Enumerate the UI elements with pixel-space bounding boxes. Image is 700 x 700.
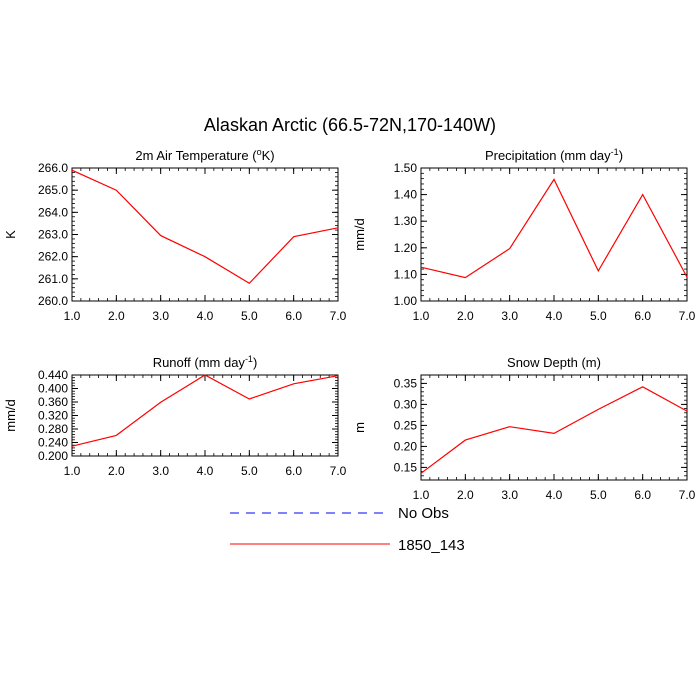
panel-title: Runoff (mm day-1) [153, 354, 258, 370]
panel-title: 2m Air Temperature (oK) [135, 147, 274, 163]
x-tick-label: 3.0 [501, 488, 518, 502]
y-tick-label: 1.40 [394, 188, 418, 202]
y-tick-label: 0.25 [394, 418, 418, 432]
chart-panel: Precipitation (mm day-1) mm/d 1.0 2.0 3.0 4.0… [352, 147, 696, 323]
x-tick-label: 3.0 [152, 309, 169, 323]
series-line [420, 386, 688, 474]
y-tick-label: 1.50 [394, 161, 418, 175]
x-tick-label: 1.0 [413, 488, 430, 502]
panel-title-superscript: -1 [245, 354, 253, 364]
x-tick-label: 4.0 [546, 488, 563, 502]
plot-frame [71, 374, 339, 457]
series-line [420, 178, 688, 279]
x-tick-label: 2.0 [457, 488, 474, 502]
x-tick-label: 5.0 [241, 464, 258, 478]
x-tick-label: 5.0 [590, 488, 607, 502]
panel-title-text: Precipitation (mm day [485, 148, 611, 163]
figure-title: Alaskan Arctic (66.5-72N,170-140W) [204, 115, 496, 135]
x-tick-label: 7.0 [679, 309, 696, 323]
x-tick-label: 4.0 [197, 309, 214, 323]
x-tick-label: 6.0 [634, 488, 651, 502]
panel-title-suffix: K) [262, 148, 275, 163]
y-axis-label: K [3, 230, 18, 239]
y-tick-label: 264.0 [38, 205, 68, 219]
chart-panel: Runoff (mm day-1) mm/d 1.0 2.0 3.0 4.0 5.0 6.0 7… [3, 354, 347, 478]
x-tick-label: 6.0 [285, 464, 302, 478]
panel-title: Snow Depth (m) [507, 355, 601, 370]
y-axis-label: mm/d [3, 399, 18, 432]
y-tick-label: 1.00 [394, 294, 418, 308]
legend-label-no-obs: No Obs [398, 505, 449, 522]
x-tick-label: 5.0 [241, 309, 258, 323]
x-tick-label: 4.0 [546, 309, 563, 323]
y-tick-label: 0.320 [38, 409, 68, 423]
y-tick-label: 1.20 [394, 241, 418, 255]
y-tick-label: 265.0 [38, 183, 68, 197]
y-tick-label: 263.0 [38, 228, 68, 242]
legend: No Obs 1850_143 [230, 505, 465, 554]
y-axis-label: m [352, 422, 367, 433]
y-tick-label: 1.10 [394, 267, 418, 281]
x-tick-label: 2.0 [108, 464, 125, 478]
chart-panel: 2m Air Temperature (oK) K 1.0 2.0 3.0 4.0 5.0 6… [3, 147, 347, 323]
y-tick-label: 0.15 [394, 460, 418, 474]
y-tick-label: 266.0 [38, 161, 68, 175]
y-tick-label: 0.280 [38, 422, 68, 436]
x-tick-label: 4.0 [197, 464, 214, 478]
legend-label-1850-143: 1850_143 [398, 537, 465, 554]
y-tick-label: 0.440 [38, 368, 68, 382]
y-tick-label: 0.240 [38, 436, 68, 450]
series-line [71, 169, 339, 285]
y-tick-label: 0.360 [38, 395, 68, 409]
chart-panel: Snow Depth (m) m 1.0 2.0 3.0 4.0 5.0 6.0 7.0 0.15… [352, 355, 696, 502]
x-tick-label: 3.0 [501, 309, 518, 323]
y-tick-label: 261.0 [38, 272, 68, 286]
panel-title-superscript: o [257, 147, 262, 157]
panel-title-text: 2m Air Temperature ( [135, 148, 257, 163]
y-tick-label: 0.35 [394, 376, 418, 390]
x-tick-label: 1.0 [64, 309, 81, 323]
panel-title-suffix: ) [619, 148, 623, 163]
x-tick-label: 7.0 [679, 488, 696, 502]
plot-frame [420, 167, 688, 302]
x-tick-label: 5.0 [590, 309, 607, 323]
x-tick-label: 2.0 [457, 309, 474, 323]
x-tick-label: 1.0 [413, 309, 430, 323]
series-line [71, 374, 339, 447]
x-tick-label: 1.0 [64, 464, 81, 478]
x-tick-label: 2.0 [108, 309, 125, 323]
panel-title: Precipitation (mm day-1) [485, 147, 623, 163]
x-tick-label: 6.0 [285, 309, 302, 323]
panel-title-superscript: -1 [611, 147, 619, 157]
y-tick-label: 1.30 [394, 214, 418, 228]
y-tick-label: 0.200 [38, 449, 68, 463]
x-tick-label: 7.0 [330, 309, 347, 323]
chart-panels: 2m Air Temperature (oK) K 1.0 2.0 3.0 4.0 5.0 6… [3, 147, 696, 502]
x-tick-label: 7.0 [330, 464, 347, 478]
y-tick-label: 260.0 [38, 294, 68, 308]
y-axis-label: mm/d [352, 218, 367, 251]
panel-title-text: Snow Depth (m) [507, 355, 601, 370]
plot-frame [420, 374, 688, 481]
y-tick-label: 0.30 [394, 397, 418, 411]
y-tick-label: 262.0 [38, 250, 68, 264]
x-tick-label: 6.0 [634, 309, 651, 323]
y-tick-label: 0.20 [394, 439, 418, 453]
y-tick-label: 0.400 [38, 382, 68, 396]
panel-title-text: Runoff (mm day [153, 355, 246, 370]
panel-title-suffix: ) [253, 355, 257, 370]
x-tick-label: 3.0 [152, 464, 169, 478]
